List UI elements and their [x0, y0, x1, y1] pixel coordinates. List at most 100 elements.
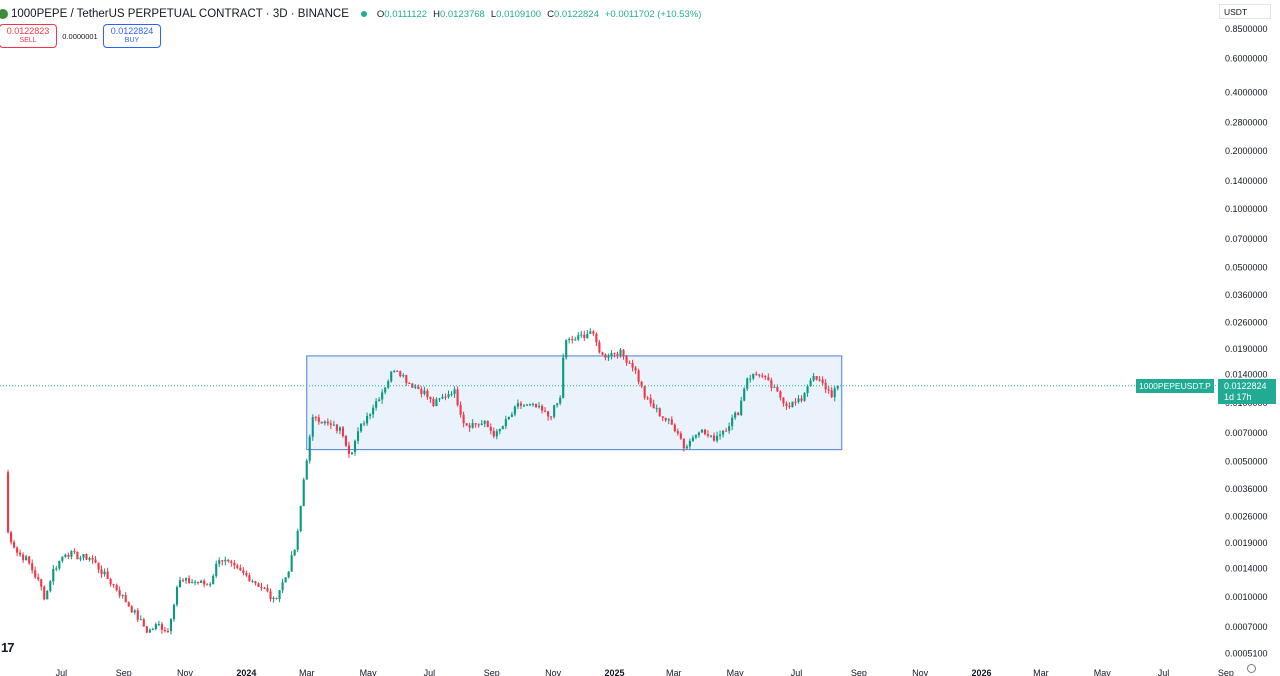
- candle: [19, 549, 22, 557]
- candle: [743, 387, 746, 402]
- candle-body: [359, 423, 363, 432]
- candle-body: [715, 435, 719, 441]
- time-tick-label: 2026: [972, 668, 992, 676]
- candle-body: [559, 397, 562, 404]
- symbol-title[interactable]: 1000PEPE / TetherUS PERPETUAL CONTRACT ·…: [11, 8, 349, 20]
- candle-body: [562, 357, 565, 398]
- candle: [242, 567, 245, 576]
- candle: [658, 407, 661, 417]
- tradingview-logo-icon[interactable]: 17: [1, 640, 15, 655]
- candle-body: [106, 571, 109, 580]
- candle-body: [426, 390, 429, 398]
- candle: [399, 370, 402, 378]
- candle: [755, 371, 758, 376]
- candle-body: [658, 408, 661, 417]
- sell-button[interactable]: 0.0122823 SELL: [0, 24, 57, 48]
- candle-body: [525, 404, 529, 406]
- candle: [200, 579, 203, 584]
- candle-body: [459, 405, 462, 415]
- price-tick-label: 0.0070000: [1225, 428, 1268, 438]
- candle: [438, 397, 441, 402]
- candle-body: [782, 397, 785, 404]
- candle: [589, 328, 592, 334]
- candle: [414, 384, 417, 390]
- candle-body: [10, 532, 13, 543]
- candle-body: [746, 378, 749, 389]
- candle-body: [76, 551, 79, 560]
- candle-body: [254, 581, 257, 584]
- candle-body: [314, 417, 317, 419]
- candle-body: [296, 531, 299, 550]
- candle: [139, 615, 142, 621]
- candle-body: [145, 626, 148, 633]
- candle: [233, 560, 236, 570]
- candle-body: [94, 559, 97, 563]
- candle-body: [676, 431, 679, 434]
- candle: [797, 395, 800, 404]
- candle: [435, 397, 438, 407]
- candle-body: [483, 420, 486, 424]
- candle: [800, 395, 803, 403]
- settings-gear-icon[interactable]: [1247, 664, 1256, 673]
- price-tick-label: 0.0500000: [1225, 263, 1268, 273]
- candle-body: [818, 379, 821, 381]
- candle-body: [157, 624, 160, 626]
- candle: [652, 399, 655, 409]
- candle-body: [477, 424, 480, 426]
- price-tick-label: 0.1000000: [1225, 204, 1268, 214]
- candle: [184, 577, 188, 584]
- candle-body: [329, 423, 332, 425]
- candle-body: [420, 388, 423, 394]
- candle: [287, 570, 290, 579]
- candle: [317, 414, 320, 425]
- candle-body: [290, 555, 293, 572]
- candle: [833, 386, 836, 402]
- candle-body: [58, 560, 61, 569]
- candle: [215, 560, 218, 578]
- candle: [803, 392, 806, 402]
- candle-body: [73, 551, 76, 553]
- candle: [115, 583, 118, 592]
- candle-body: [28, 556, 31, 564]
- candle: [37, 573, 40, 582]
- candle-body: [435, 399, 438, 406]
- candle: [688, 438, 691, 450]
- buy-button[interactable]: 0.0122824 BUY: [103, 24, 161, 48]
- candle: [347, 441, 351, 458]
- candle-body: [19, 552, 22, 555]
- candle-body: [299, 505, 302, 532]
- candle: [637, 368, 640, 385]
- currency-selector[interactable]: USDT: [1219, 4, 1271, 19]
- price-tick-label: 0.0036000: [1225, 484, 1268, 494]
- candle: [794, 397, 797, 406]
- candle-body: [242, 570, 245, 573]
- time-tick-label: Sep: [851, 668, 867, 676]
- candle-body: [191, 582, 194, 584]
- candle-body: [444, 396, 447, 398]
- candle-body: [350, 452, 354, 454]
- candle: [728, 422, 731, 434]
- candle-body: [266, 588, 269, 592]
- candle-body: [755, 373, 758, 375]
- candle-body: [390, 371, 393, 382]
- candle-body: [776, 386, 779, 392]
- candle-body: [516, 403, 519, 407]
- candle: [263, 586, 266, 590]
- candle: [43, 585, 46, 601]
- candle: [715, 431, 719, 443]
- candle-body: [257, 583, 260, 587]
- candle: [459, 401, 462, 418]
- candle: [420, 386, 423, 398]
- candle-body: [109, 579, 112, 585]
- price-tick-label: 0.2000000: [1225, 146, 1268, 156]
- candle: [697, 431, 701, 438]
- candle: [673, 423, 676, 433]
- candle-body: [465, 423, 468, 426]
- candle: [151, 627, 154, 631]
- candle-body: [589, 331, 592, 334]
- candle: [501, 425, 504, 430]
- candle: [706, 430, 710, 438]
- range-rectangle[interactable]: [306, 355, 843, 451]
- candle: [423, 386, 426, 396]
